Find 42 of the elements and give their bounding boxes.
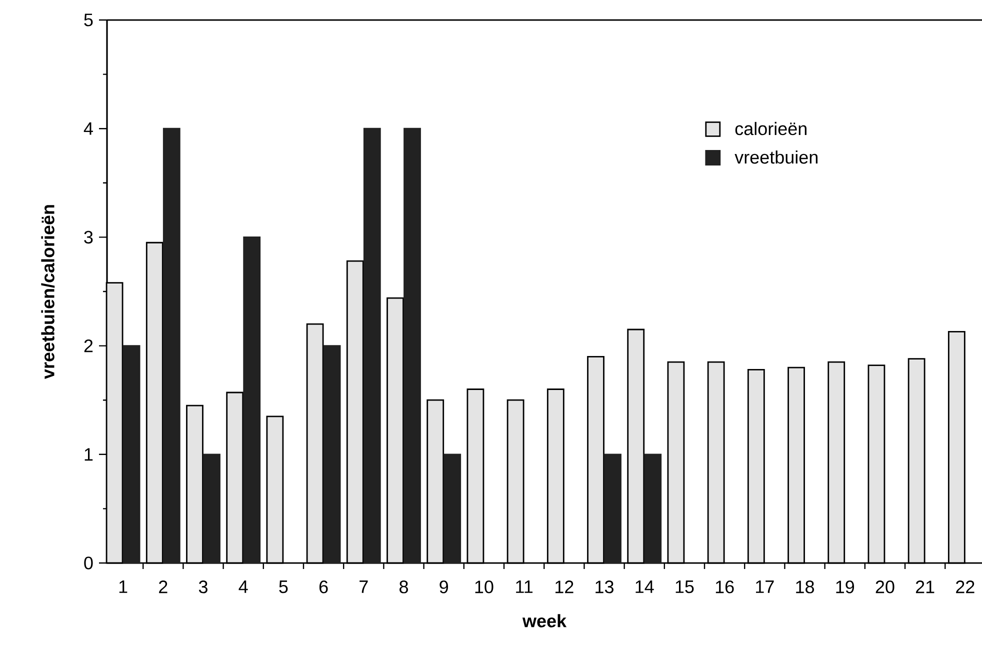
x-tick-label: 16	[716, 580, 734, 594]
bar	[243, 236, 261, 564]
x-tick-label: 21	[916, 580, 934, 594]
x-tick-label: 5	[279, 580, 288, 594]
x-tick-label: 11	[516, 580, 533, 593]
bar	[404, 128, 421, 564]
bar	[162, 128, 180, 564]
x-tick-label: 15	[676, 580, 694, 594]
x-tick-label: 13	[596, 580, 614, 594]
x-tick-label: 10	[475, 580, 494, 594]
x-tick-label: 2	[159, 580, 168, 594]
x-tick-label: 22	[956, 580, 974, 594]
x-tick-label: 18	[796, 580, 814, 594]
x-tick-label: 12	[556, 580, 574, 594]
x-tick-label: 19	[836, 580, 854, 594]
y-tick-label: 5	[84, 14, 93, 26]
x-tick-label: 20	[876, 580, 894, 594]
bar	[444, 454, 462, 564]
y-tick-label: 0	[84, 556, 93, 570]
x-axis-title: week	[522, 614, 567, 628]
x-tick-label: 8	[400, 580, 408, 594]
x-tick-label: 1	[119, 580, 128, 593]
x-tick-label: 4	[238, 580, 248, 593]
y-tick-label: 3	[84, 230, 93, 244]
x-tick-label: 14	[636, 580, 654, 593]
bar	[363, 128, 381, 564]
legend-label: vreetbuien	[734, 150, 818, 164]
y-axis-title: vreetbuien/calorieën	[41, 205, 55, 379]
bar	[323, 345, 341, 564]
bar	[644, 454, 662, 564]
bar	[203, 454, 220, 564]
legend-label: calorieën	[735, 122, 806, 136]
x-tick-label: 17	[756, 580, 774, 593]
bar	[604, 454, 622, 564]
x-tick-label: 9	[440, 580, 448, 594]
x-tick-label: 3	[198, 580, 208, 594]
x-tick-label: 6	[319, 580, 328, 594]
y-tick-label: 4	[84, 122, 93, 135]
bar	[122, 345, 140, 564]
x-tick-label: 7	[360, 580, 368, 593]
y-tick-label: 2	[84, 340, 93, 352]
y-tick-label: 1	[84, 448, 93, 461]
